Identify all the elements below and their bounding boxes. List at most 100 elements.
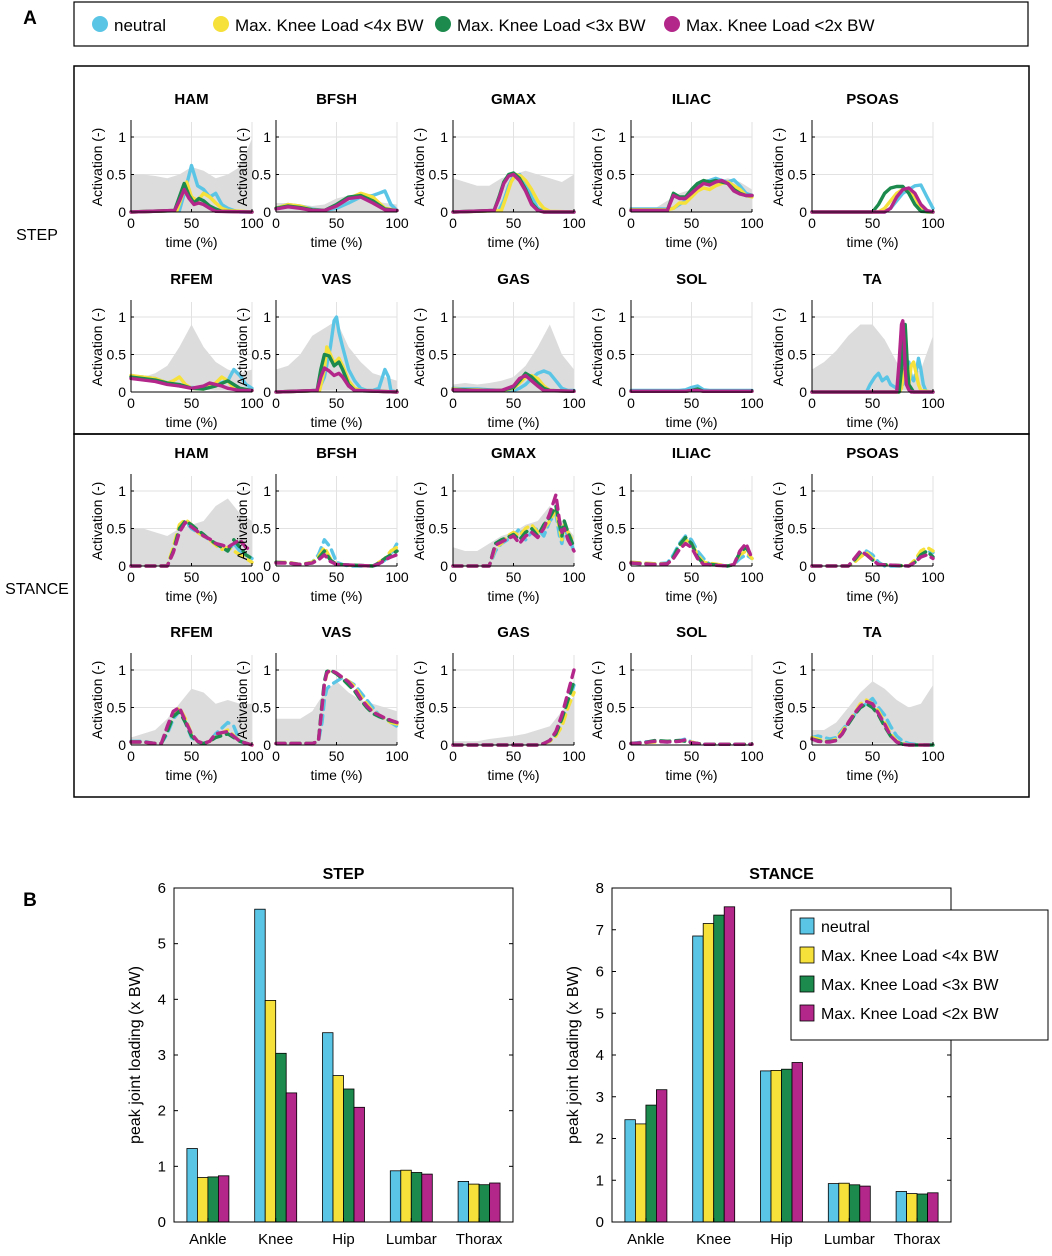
plot-stance-gas-ytick-label-1: 0.5 [429, 700, 449, 716]
bar-stance-bar-knee-max-knee-load-2x-bw [723, 906, 736, 1223]
bar-step-bar-ankle-max-knee-load-3x-bw [207, 1176, 219, 1223]
plot-step-gmax-xtick-label-2: 100 [562, 215, 586, 231]
bar-stance-bar-ankle-max-knee-load-3x-bw [645, 1104, 657, 1223]
bar-step-bar-lumbar-max-knee-load-2x-bw [421, 1173, 433, 1223]
bar-stance-xtick-label-hip: Hip [770, 1231, 793, 1248]
plot-step-gas-ylabel: Activation (-) [411, 308, 427, 387]
legend-a-label-3: Max. Knee Load <2x BW [686, 16, 875, 35]
panel-label-b: B [23, 890, 37, 911]
plot-stance-sol-xtick-label-1: 50 [684, 748, 700, 764]
plot-step-sol-xtick-label-2: 100 [740, 395, 764, 411]
plot-step-iliac-ytick-label-1: 0.5 [607, 167, 627, 183]
plot-step-psoas-ytick-label-2: 1 [799, 129, 807, 145]
bar-step-bar-lumbar-max-knee-load-3x-bw [410, 1172, 423, 1223]
plot-step-ta-xtick-label-0: 0 [808, 395, 816, 411]
bar-step-bar-hip-max-knee-load-2x-bw [353, 1106, 365, 1223]
plot-step-ham-xtick-label-1: 50 [184, 215, 200, 231]
plot-stance-bfsh-ytick-label-0: 0 [263, 558, 271, 574]
legend-a-label-2: Max. Knee Load <3x BW [457, 16, 646, 35]
bar-step-bar-knee-neutral [254, 908, 266, 1223]
plot-step-bfsh-title: BFSH [316, 91, 357, 108]
bar-stance-ylabel: peak joint loading (x BW) [565, 966, 582, 1144]
bar-stance-ytick-label-5: 5 [596, 1005, 604, 1022]
plot-step-iliac: 0 50 100 0 0.5 1 ILIAC time (%) Activation (-) [589, 91, 764, 250]
plot-step-bfsh-ytick-label-2: 1 [263, 129, 271, 145]
plot-stance-iliac-title: ILIAC [672, 445, 711, 462]
plot-step-gas-xtick-label-1: 50 [506, 395, 522, 411]
bar-step-bar-hip-neutral [322, 1032, 334, 1223]
plot-stance-vas-xtick-label-2: 100 [385, 748, 409, 764]
plot-step-gas-emg-band [453, 324, 574, 392]
bar-step-bar-knee-max-knee-load-4x-bw [264, 1000, 277, 1223]
plot-step-iliac-ylabel: Activation (-) [589, 128, 605, 207]
plot-stance-rfem-xtick-label-0: 0 [127, 748, 135, 764]
plot-stance-vas-xlabel: time (%) [310, 767, 362, 783]
plot-stance-bfsh-line-max-knee-load-2x-bw [274, 553, 399, 568]
plot-stance-gmax-ytick-label-1: 0.5 [429, 521, 449, 537]
plot-stance-rfem-ytick-label-1: 0.5 [107, 700, 127, 716]
plot-stance-ham-line-max-knee-load-2x-bw [129, 520, 254, 568]
plot-step-gas-xlabel: time (%) [487, 414, 539, 430]
bar-stance-bar-thorax-max-knee-load-2x-bw [927, 1192, 939, 1223]
plot-stance-sol-ytick-label-0: 0 [618, 737, 626, 753]
bar-step-xtick-label-knee: Knee [258, 1231, 293, 1248]
plot-step-iliac-xlabel: time (%) [665, 234, 717, 250]
bar-stance-legend-label-1: Max. Knee Load <4x BW [821, 948, 999, 965]
bar-stance-bar-hip-max-knee-load-2x-bw [791, 1062, 803, 1223]
plot-stance-sol-ytick-label-1: 0.5 [607, 700, 627, 716]
plot-step-rfem-ytick-label-0: 0 [118, 384, 126, 400]
bar-step-bar-ankle-max-knee-load-4x-bw [196, 1177, 209, 1223]
plot-step-rfem-xlabel: time (%) [165, 414, 217, 430]
bar-stance-legend-label-2: Max. Knee Load <3x BW [821, 977, 999, 994]
plot-stance-bfsh-ytick-label-1: 0.5 [252, 521, 272, 537]
plot-step-bfsh-line-max-knee-load-2x-bw [274, 195, 399, 213]
bar-stance-legend-swatch-2 [799, 975, 815, 993]
bar-step-bar-thorax-max-knee-load-4x-bw [468, 1183, 480, 1223]
bar-stance-ytick-label-1: 1 [596, 1172, 604, 1189]
bar-chart-stance: STANCE 0 1 2 3 4 5 6 7 8 Ankle Knee Hip Lumbar Thorax p… [565, 866, 1049, 1248]
plot-step-ta-ylabel: Activation (-) [770, 308, 786, 387]
bar-step-title: STEP [323, 866, 365, 883]
plot-stance-bfsh-xlabel: time (%) [310, 588, 362, 604]
plot-step-psoas-xtick-label-2: 100 [921, 215, 945, 231]
bar-step-ytick-label-6: 6 [158, 880, 166, 897]
bar-step-bar-thorax-neutral [457, 1181, 470, 1223]
plot-step-gas-xtick-label-0: 0 [449, 395, 457, 411]
plot-stance-gmax-xtick-label-1: 50 [506, 569, 522, 585]
bar-stance-ytick-label-6: 6 [596, 964, 604, 981]
plot-stance-ham: 0 50 100 0 0.5 1 HAM time (%) Activation (-) [89, 445, 264, 604]
plot-stance-ta-ytick-label-0: 0 [799, 737, 807, 753]
bar-stance-ytick-label-4: 4 [596, 1047, 604, 1064]
plot-step-bfsh-ytick-label-0: 0 [263, 204, 271, 220]
bar-stance-bar-thorax-neutral [895, 1191, 907, 1223]
bar-step-bar-thorax-max-knee-load-2x-bw [489, 1182, 501, 1223]
bar-stance-bar-ankle-max-knee-load-4x-bw [635, 1123, 647, 1223]
plot-step-vas-ylabel: Activation (-) [234, 308, 250, 387]
plot-step-psoas: 0 50 100 0 0.5 1 PSOAS time (%) Activation (-) [770, 91, 945, 250]
plot-step-ta-xlabel: time (%) [846, 414, 898, 430]
plot-step-ta-line-max-knee-load-2x-bw [810, 319, 935, 394]
plot-step-ham-title: HAM [174, 91, 208, 108]
plot-stance-ham-xtick-label-1: 50 [184, 569, 200, 585]
bar-step-bar-ankle-max-knee-load-2x-bw [217, 1175, 230, 1223]
plot-stance-gas-line-max-knee-load-2x-bw [451, 668, 576, 747]
bar-stance-bar-ankle-max-knee-load-2x-bw [656, 1089, 668, 1223]
plot-stance-psoas-ytick-label-2: 1 [799, 483, 807, 499]
plot-stance-vas-ylabel: Activation (-) [234, 661, 250, 740]
plot-step-ham-ytick-label-2: 1 [118, 129, 126, 145]
plot-stance-rfem-xtick-label-1: 50 [184, 748, 200, 764]
plot-stance-gas-ytick-label-0: 0 [440, 737, 448, 753]
plot-step-psoas-xlabel: time (%) [846, 234, 898, 250]
plot-stance-gmax-xtick-label-2: 100 [562, 569, 586, 585]
plot-step-psoas-xtick-label-0: 0 [808, 215, 816, 231]
plot-stance-ta-ylabel: Activation (-) [770, 661, 786, 740]
bar-stance-ytick-label-8: 8 [596, 880, 604, 897]
plot-step-ham-xtick-label-0: 0 [127, 215, 135, 231]
plot-stance-vas-xtick-label-0: 0 [272, 748, 280, 764]
plot-stance-iliac-xtick-label-2: 100 [740, 569, 764, 585]
plot-stance-sol-ytick-label-2: 1 [618, 662, 626, 678]
plot-stance-ta: 0 50 100 0 0.5 1 TA time (%) Activation (-) [770, 624, 945, 783]
plot-step-iliac-ytick-label-0: 0 [618, 204, 626, 220]
